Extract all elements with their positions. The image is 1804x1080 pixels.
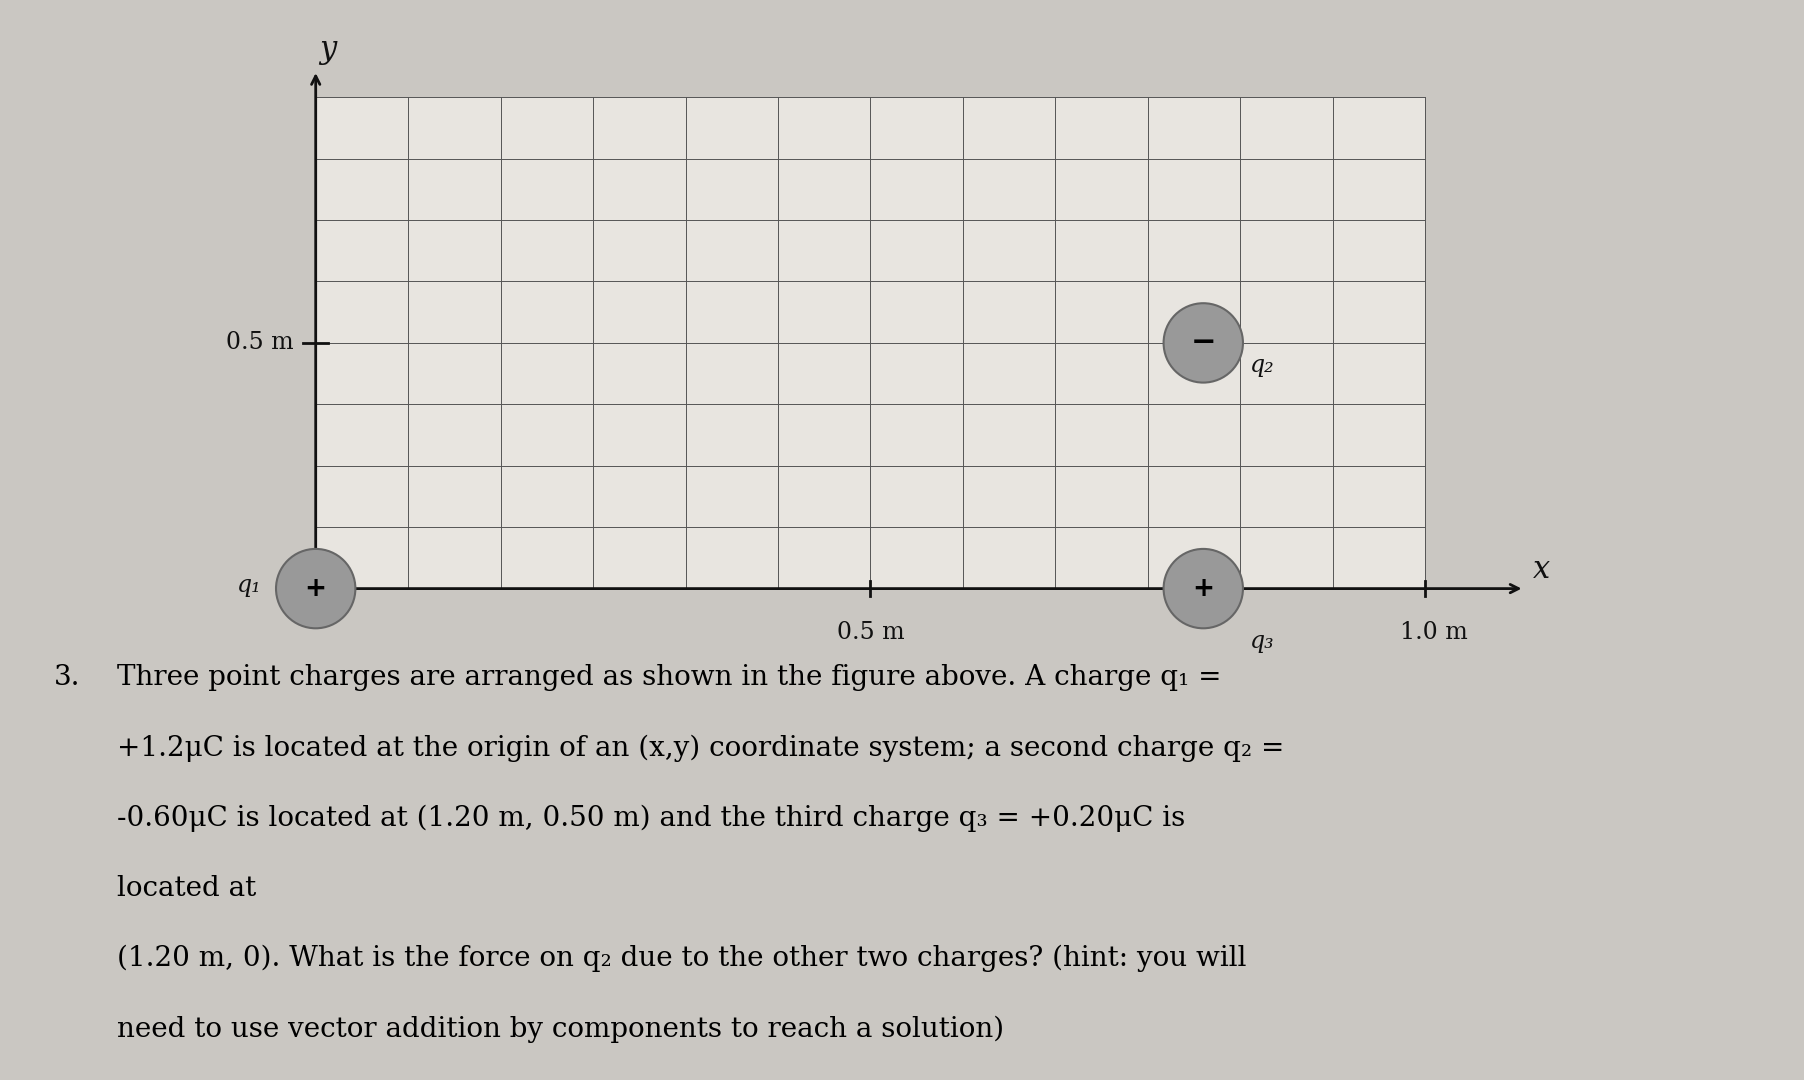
Ellipse shape xyxy=(1164,549,1243,629)
Text: Three point charges are arranged as shown in the figure above. A charge q₁ =: Three point charges are arranged as show… xyxy=(117,664,1221,691)
Bar xyxy=(316,97,1425,589)
Ellipse shape xyxy=(276,549,355,629)
Text: 3.: 3. xyxy=(54,664,81,691)
Text: +1.2μC is located at the origin of an (x,y) coordinate system; a second charge q: +1.2μC is located at the origin of an (x… xyxy=(117,734,1284,761)
Text: 0.5 m: 0.5 m xyxy=(227,332,294,354)
Text: 0.5 m: 0.5 m xyxy=(837,621,904,644)
Text: −: − xyxy=(1191,328,1216,357)
Text: y: y xyxy=(319,33,337,65)
Text: q₃: q₃ xyxy=(1250,630,1275,652)
Text: q₁: q₁ xyxy=(236,573,262,597)
Ellipse shape xyxy=(1164,303,1243,382)
Text: x: x xyxy=(1533,554,1551,585)
Text: need to use vector addition by components to reach a solution): need to use vector addition by component… xyxy=(117,1015,1005,1042)
Text: -0.60μC is located at (1.20 m, 0.50 m) and the third charge q₃ = +0.20μC is: -0.60μC is located at (1.20 m, 0.50 m) a… xyxy=(117,805,1185,832)
Text: 1.0 m: 1.0 m xyxy=(1400,621,1468,644)
Text: +: + xyxy=(1192,576,1214,602)
Text: located at: located at xyxy=(117,875,256,902)
Text: q₂: q₂ xyxy=(1250,354,1275,377)
Text: (1.20 m, 0). What is the force on q₂ due to the other two charges? (hint: you wi: (1.20 m, 0). What is the force on q₂ due… xyxy=(117,945,1247,972)
Text: +: + xyxy=(305,576,327,602)
